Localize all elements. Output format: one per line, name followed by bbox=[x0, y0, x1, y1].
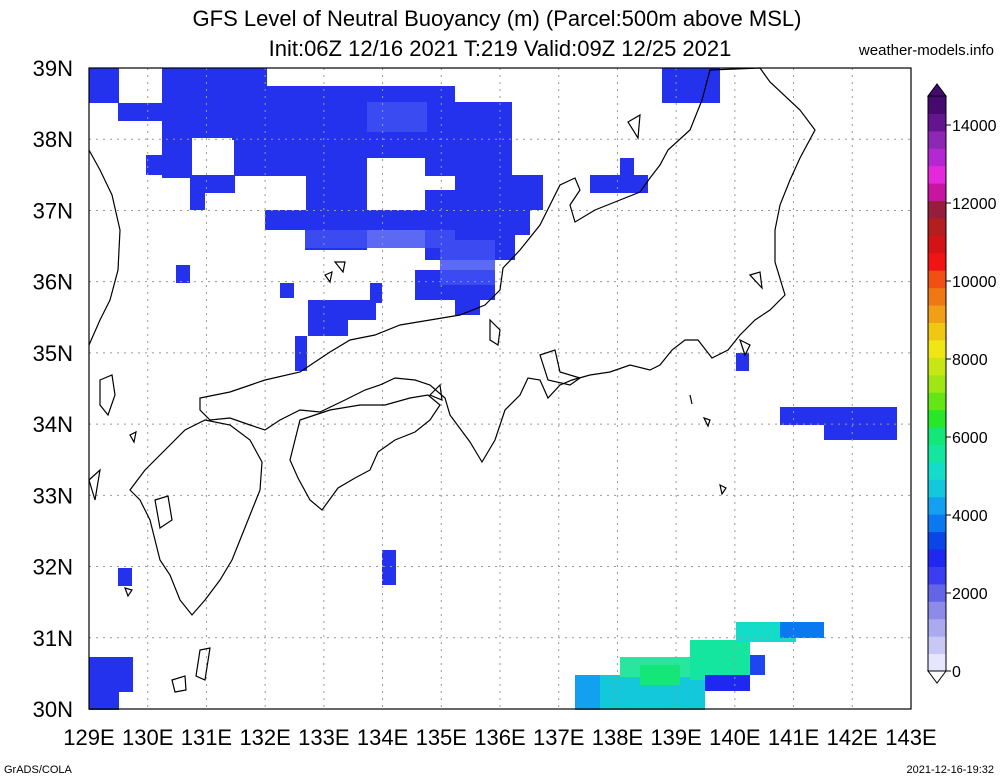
longitude-label: 136E bbox=[474, 725, 525, 750]
colorbar-swatch bbox=[928, 287, 946, 306]
colorbar-swatch bbox=[928, 427, 946, 445]
buoyancy-field bbox=[89, 68, 897, 710]
latitude-label: 31N bbox=[33, 626, 73, 651]
software-credit: GrADS/COLA bbox=[4, 764, 72, 776]
colorbar-frame bbox=[927, 95, 947, 672]
longitude-label: 142E bbox=[827, 725, 878, 750]
map-frame bbox=[88, 67, 912, 710]
colorbar-swatch bbox=[928, 148, 946, 167]
colorbar-swatch bbox=[928, 305, 946, 324]
colorbar-swatch bbox=[928, 531, 946, 550]
colorbar-label: 4000 bbox=[952, 508, 988, 525]
colorbar-label: 6000 bbox=[952, 430, 988, 447]
latitude-label: 32N bbox=[33, 555, 73, 580]
longitude-label: 135E bbox=[416, 725, 467, 750]
colorbar-swatch bbox=[928, 479, 946, 498]
colorbar-swatch bbox=[928, 496, 946, 515]
colorbar-label: 2000 bbox=[952, 586, 988, 603]
colorbar-swatch bbox=[928, 357, 946, 376]
colorbar-swatch bbox=[928, 235, 946, 254]
colorbar-swatch bbox=[928, 339, 946, 358]
chart-subtitle: Init:06Z 12/16 2021 T:219 Valid:09Z 12/2… bbox=[268, 36, 732, 61]
colorbar-label: 8000 bbox=[952, 352, 988, 369]
colorbar-swatch bbox=[928, 653, 946, 672]
colorbar-swatch bbox=[928, 392, 946, 411]
colorbar-swatch bbox=[928, 444, 946, 463]
colorbar-swatch bbox=[928, 183, 946, 202]
colorbar-swatch bbox=[928, 322, 946, 341]
colorbar-max-arrow bbox=[927, 83, 947, 97]
latitude-label: 34N bbox=[33, 412, 73, 437]
colorbar-swatch bbox=[928, 96, 946, 114]
colorbar: 0 2000 4000 6000 8000 10000 12000 14000 bbox=[927, 83, 997, 684]
longitude-label: 132E bbox=[239, 725, 290, 750]
render-timestamp: 2021-12-16-19:32 bbox=[906, 764, 994, 776]
colorbar-swatch bbox=[928, 270, 946, 289]
colorbar-swatch bbox=[928, 566, 946, 585]
latitude-label: 39N bbox=[33, 56, 73, 81]
longitude-label: 139E bbox=[650, 725, 701, 750]
longitude-label: 143E bbox=[885, 725, 936, 750]
colorbar-swatch bbox=[928, 217, 946, 236]
longitude-label: 138E bbox=[592, 725, 643, 750]
longitude-label: 137E bbox=[533, 725, 584, 750]
site-credit: weather-models.info bbox=[858, 42, 994, 59]
colorbar-label: 0 bbox=[952, 664, 961, 681]
colorbar-swatch bbox=[928, 409, 946, 428]
colorbar-swatch bbox=[928, 165, 946, 184]
longitude-label: 129E bbox=[63, 725, 114, 750]
longitude-label: 140E bbox=[709, 725, 760, 750]
latitude-label: 35N bbox=[33, 341, 73, 366]
latitude-labels: 30N 31N 32N 33N 34N 35N 36N 37N 38N 39N bbox=[33, 56, 73, 722]
colorbar-swatch bbox=[928, 252, 946, 271]
colorbar-swatch bbox=[928, 200, 946, 219]
colorbar-swatch bbox=[928, 514, 946, 533]
longitude-label: 134E bbox=[357, 725, 408, 750]
latitude-label: 30N bbox=[33, 697, 73, 722]
longitude-label: 131E bbox=[181, 725, 232, 750]
colorbar-label: 12000 bbox=[952, 196, 997, 213]
colorbar-label: 14000 bbox=[952, 118, 997, 135]
colorbar-swatch bbox=[928, 549, 946, 567]
latitude-label: 33N bbox=[33, 483, 73, 508]
colorbar-swatch bbox=[928, 583, 946, 602]
colorbar-swatch bbox=[928, 601, 946, 620]
colorbar-min-arrow bbox=[927, 670, 947, 684]
colorbar-swatch bbox=[928, 374, 946, 393]
latitude-label: 38N bbox=[33, 127, 73, 152]
colorbar-label: 10000 bbox=[952, 274, 997, 291]
map-grid bbox=[89, 68, 911, 709]
colorbar-swatch bbox=[928, 618, 946, 637]
chart-title: GFS Level of Neutral Buoyancy (m) (Parce… bbox=[192, 6, 802, 31]
longitude-label: 130E bbox=[122, 725, 173, 750]
colorbar-swatch bbox=[928, 636, 946, 655]
latitude-label: 36N bbox=[33, 270, 73, 295]
colorbar-swatch bbox=[928, 461, 946, 480]
colorbar-swatch bbox=[928, 130, 946, 149]
coastlines bbox=[88, 67, 816, 693]
colorbar-swatch bbox=[928, 113, 946, 132]
longitude-label: 141E bbox=[768, 725, 819, 750]
longitude-label: 133E bbox=[298, 725, 349, 750]
latitude-label: 37N bbox=[33, 198, 73, 223]
longitude-labels: 129E 130E 131E 132E 133E 134E 135E 136E 137E 138E… bbox=[63, 725, 936, 750]
